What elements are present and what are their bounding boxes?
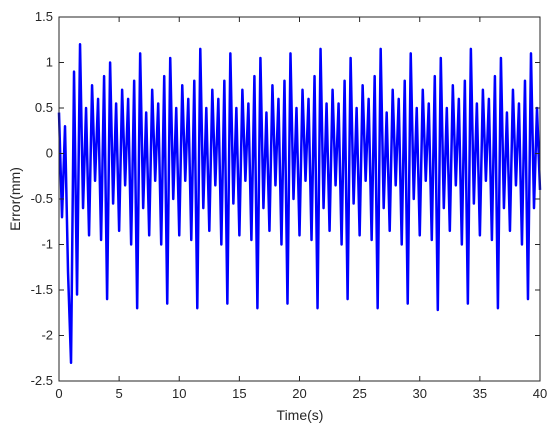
y-tick-label: -1 (41, 237, 53, 252)
x-axis-label: Time(s) (277, 407, 324, 423)
x-tick-label: 25 (352, 386, 366, 401)
x-tick-label: 20 (292, 386, 306, 401)
y-tick-label: -0.5 (31, 191, 53, 206)
y-tick-label: -1.5 (31, 282, 53, 297)
x-tick-label: 30 (413, 386, 427, 401)
y-tick-label: -2.5 (31, 373, 53, 388)
x-tick-label: 40 (533, 386, 547, 401)
y-tick-label: -2 (41, 328, 53, 343)
x-tick-label: 0 (55, 386, 62, 401)
x-tick-label: 5 (116, 386, 123, 401)
y-tick-label: 0 (46, 146, 53, 161)
x-tick-label: 15 (232, 386, 246, 401)
x-tick-label: 10 (172, 386, 186, 401)
y-axis-label: Error(mm) (7, 167, 23, 231)
data-line (57, 43, 542, 365)
y-tick-label: 1.5 (35, 9, 53, 24)
y-tick-label: 0.5 (35, 100, 53, 115)
x-tick-label: 35 (473, 386, 487, 401)
y-tick-label: 1 (46, 55, 53, 70)
